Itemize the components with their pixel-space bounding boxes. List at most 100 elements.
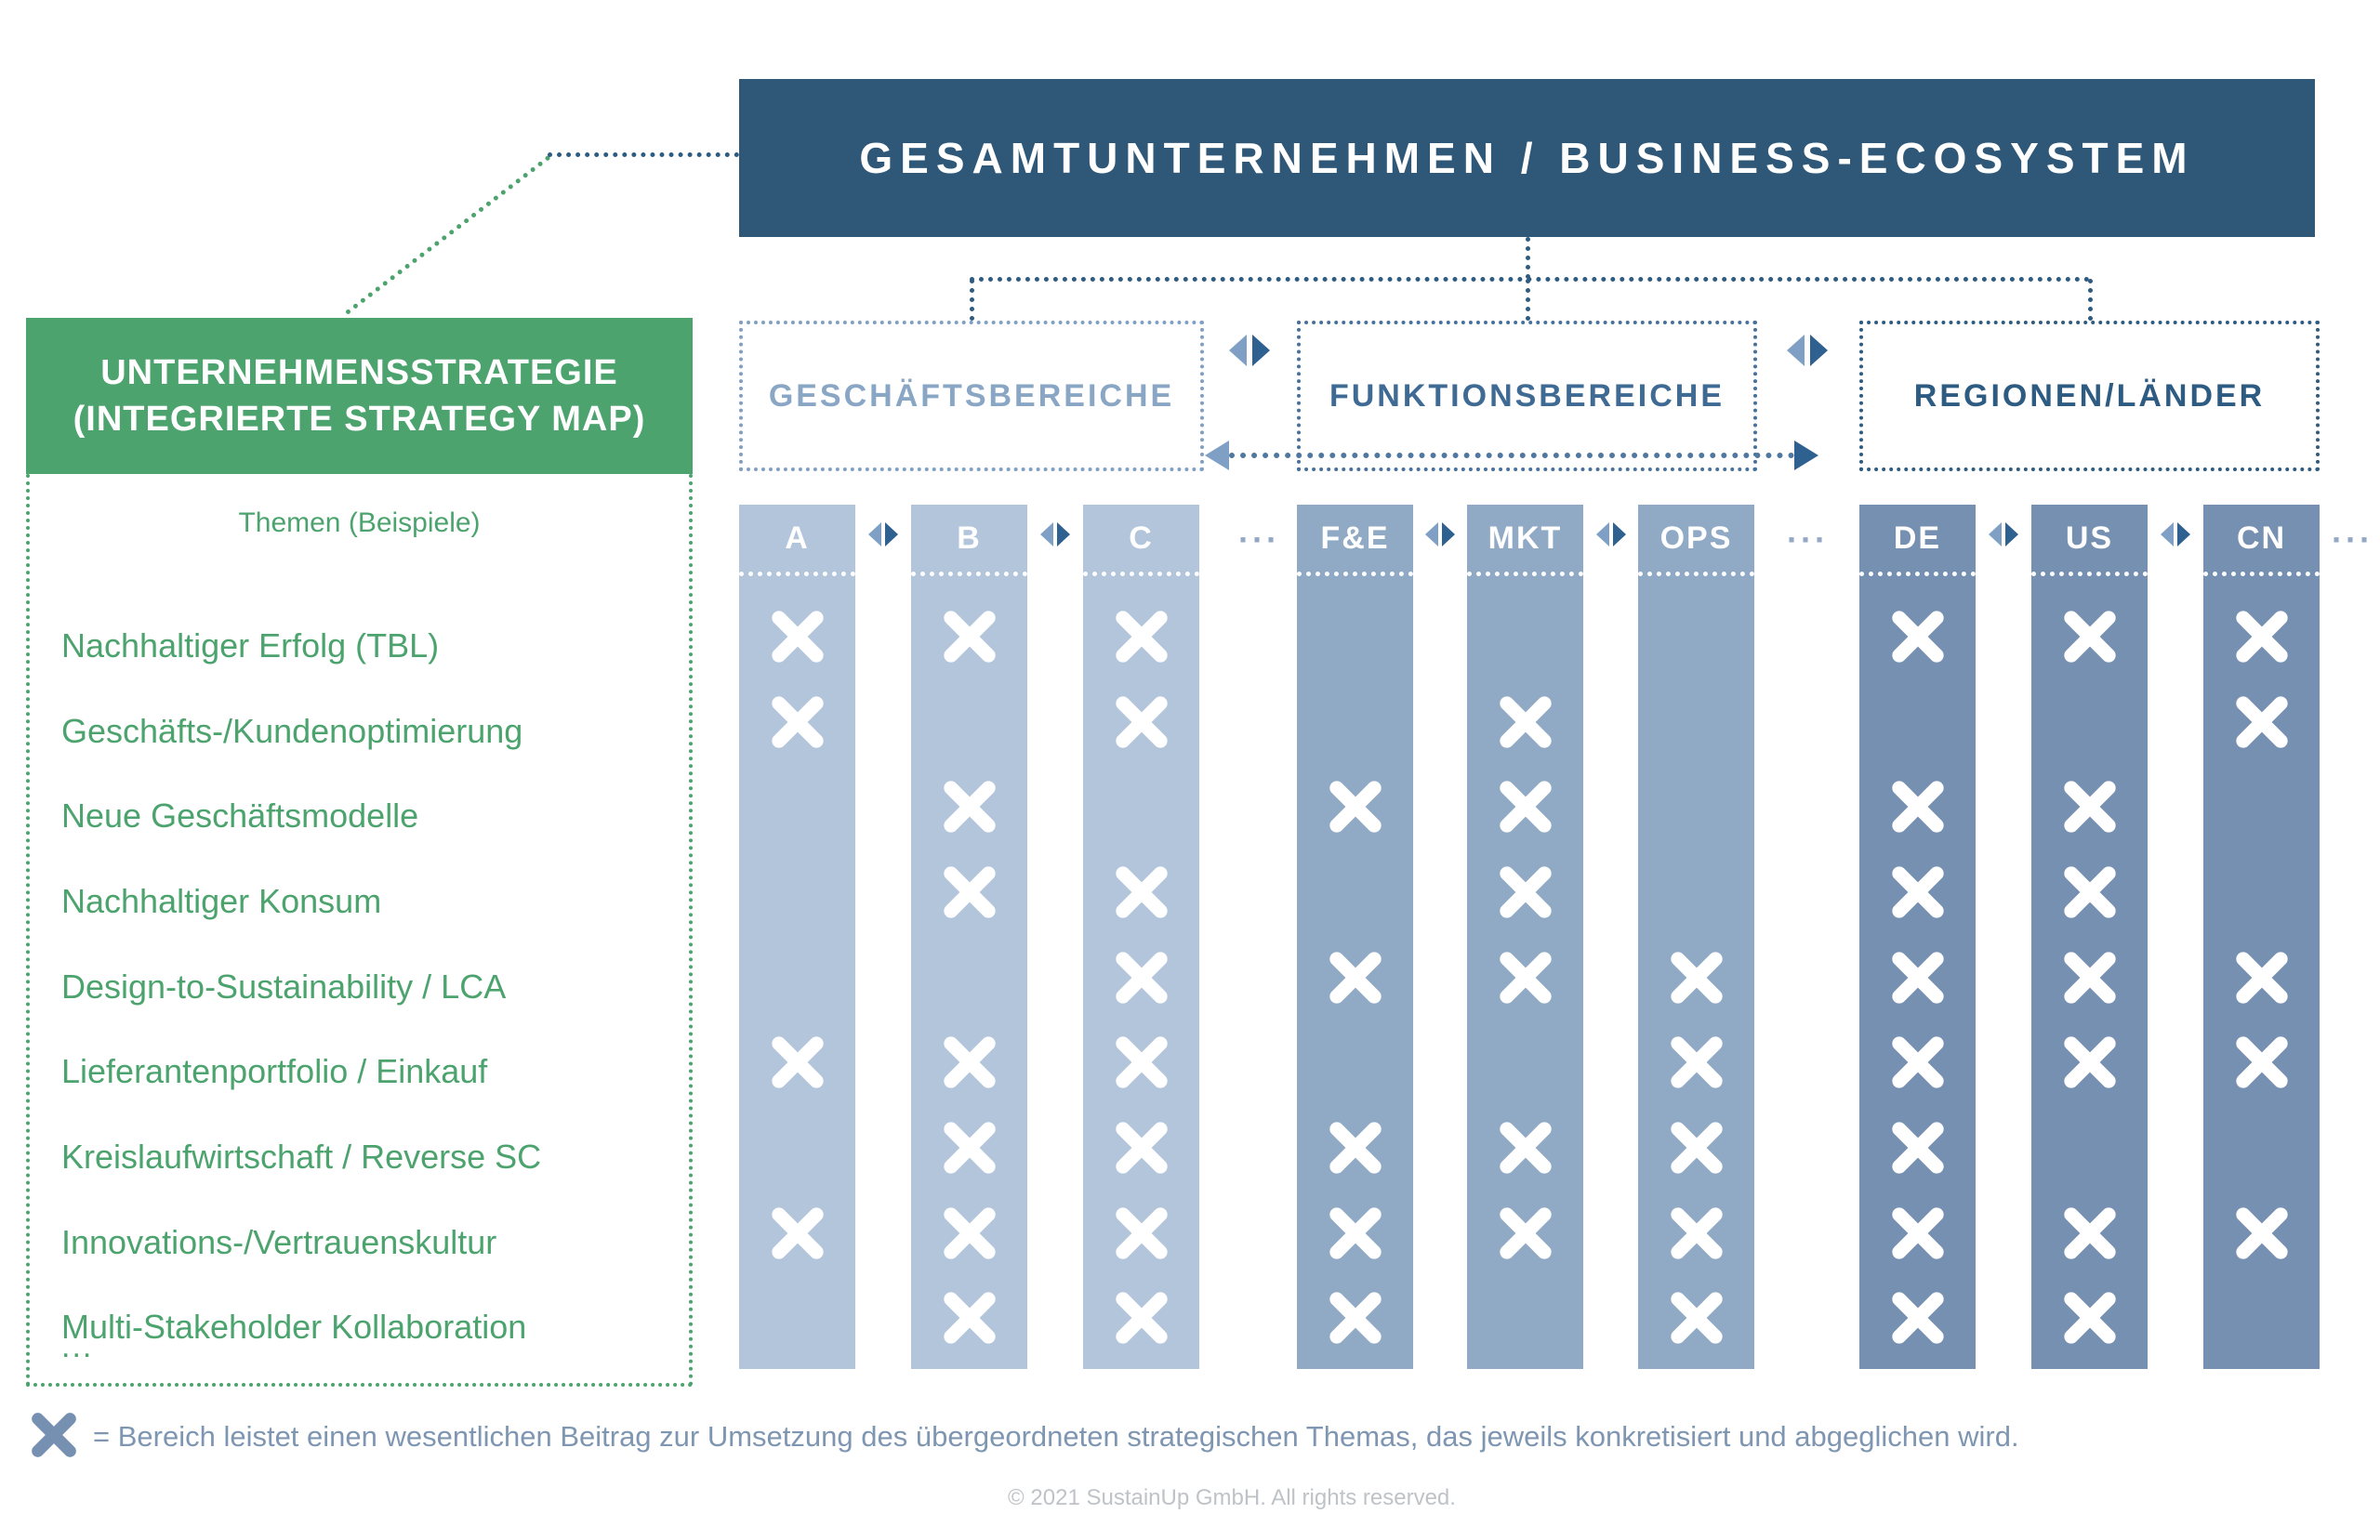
theme-label: Innovations-/Vertrauenskultur [61,1223,497,1261]
connector-horizontal-line [548,152,739,157]
legend-x-icon [28,1409,80,1461]
themes-panel: Themen (Beispiele) Nachhaltiger Erfolg (… [26,474,693,1387]
matrix-column-c: C [1083,505,1199,1369]
x-mark [1888,607,1948,666]
column-label: DE [1893,520,1942,556]
x-mark [1112,948,1171,1007]
exchange-arrow-left-icon [1205,441,1229,470]
arrow-right-icon [1810,335,1828,366]
x-mark [1496,1204,1555,1263]
arrow-left-icon [1040,522,1053,546]
themes-subtitle: Themen (Beispiele) [238,507,481,538]
arrow-right-icon [1057,522,1070,546]
bracket-drop-left-line [970,279,974,321]
x-mark [1888,1204,1948,1263]
x-mark [2232,607,2292,666]
matrix-column-us: US [2031,505,2148,1369]
x-mark [940,862,999,922]
column-header-divider [739,572,855,576]
column-label: A [785,520,810,556]
x-mark [1112,862,1171,922]
strategy-box-line1: UNTERNEHMENSSTRATEGIE [100,353,618,392]
matrix-column-de: DE [1859,505,1976,1369]
x-mark [1667,1118,1726,1178]
column-label: US [2065,520,2114,556]
matrix-column-ops: OPS [1638,505,1754,1369]
exchange-arrow-right-icon [1794,441,1818,470]
theme-label: Nachhaltiger Konsum [61,882,382,920]
bidirectional-arrow-icon [1229,335,1270,366]
x-mark [1112,1118,1171,1178]
bidirectional-arrow-icon [868,522,898,546]
header-box: GESAMTUNTERNEHMEN / BUSINESS-ECOSYSTEM [739,79,2315,237]
column-header-divider [1297,572,1413,576]
x-mark [1112,607,1171,666]
bidirectional-arrow-icon [1595,522,1626,546]
arrow-left-icon [1425,522,1438,546]
column-label: OPS [1659,520,1733,556]
x-mark [940,1118,999,1178]
arrow-right-icon [885,522,898,546]
arrow-left-icon [1229,335,1247,366]
more-columns-ellipsis: ··· [1787,520,1829,559]
x-mark [940,1033,999,1092]
arrow-left-icon [1989,522,2002,546]
more-columns-ellipsis: ··· [2332,520,2373,559]
x-mark [940,777,999,836]
bracket-stem-line [1526,237,1530,279]
x-mark [1112,1288,1171,1348]
theme-label: Lieferantenportfolio / Einkauf [61,1052,488,1090]
group-box-geschaeftsbereiche: GESCHÄFTSBEREICHE [739,321,1204,471]
x-mark [2232,692,2292,752]
arrow-right-icon [1612,522,1626,546]
x-mark [1667,1204,1726,1263]
x-mark [1496,862,1555,922]
group-box-regionen-laender: REGIONEN/LÄNDER [1859,321,2320,471]
header-title: GESAMTUNTERNEHMEN / BUSINESS-ECOSYSTEM [859,134,2195,182]
x-mark [2060,862,2120,922]
x-mark [1326,777,1385,836]
x-mark [1888,862,1948,922]
x-mark [2060,1204,2120,1263]
x-mark [1667,948,1726,1007]
arrow-left-icon [2161,522,2174,546]
theme-label: Nachhaltiger Erfolg (TBL) [61,626,440,665]
bracket-drop-right-line [2088,279,2093,321]
legend-text: = Bereich leistet einen wesentlichen Bei… [93,1420,2019,1453]
bidirectional-arrow-icon [1425,522,1455,546]
theme-label: Design-to-Sustainability / LCA [61,967,507,1006]
matrix-column-b: B [911,505,1027,1369]
more-columns-ellipsis: ··· [1238,520,1280,559]
column-header-divider [911,572,1027,576]
x-mark [1496,777,1555,836]
column-label: F&E [1320,520,1390,556]
x-mark [940,1204,999,1263]
x-mark [940,1288,999,1348]
x-mark [2060,607,2120,666]
theme-label: Multi-Stakeholder Kollaboration [61,1308,527,1346]
bidirectional-arrow-icon [2161,522,2190,546]
bracket-drop-center-line [1526,279,1530,321]
arrow-right-icon [2005,522,2018,546]
x-mark [768,1204,827,1263]
matrix-column-fe: F&E [1297,505,1413,1369]
column-header-divider [1638,572,1754,576]
column-label: CN [2236,520,2287,556]
x-mark [1326,1118,1385,1178]
x-mark [1326,1288,1385,1348]
x-mark [2060,948,2120,1007]
themes-ellipsis: ... [61,1329,94,1364]
x-mark [2060,1033,2120,1092]
arrow-right-icon [2177,522,2190,546]
column-label: MKT [1488,520,1563,556]
x-mark [1888,1033,1948,1092]
x-mark [1667,1288,1726,1348]
column-header-divider [2031,572,2148,576]
matrix-column-a: A [739,505,855,1369]
x-mark [1888,948,1948,1007]
arrow-right-icon [1252,335,1270,366]
x-mark [768,692,827,752]
x-mark [1496,692,1555,752]
strategy-box: UNTERNEHMENSSTRATEGIE (INTEGRIERTE STRAT… [26,318,693,474]
group-label-funktionsbereiche: FUNKTIONSBEREICHE [1329,377,1726,414]
